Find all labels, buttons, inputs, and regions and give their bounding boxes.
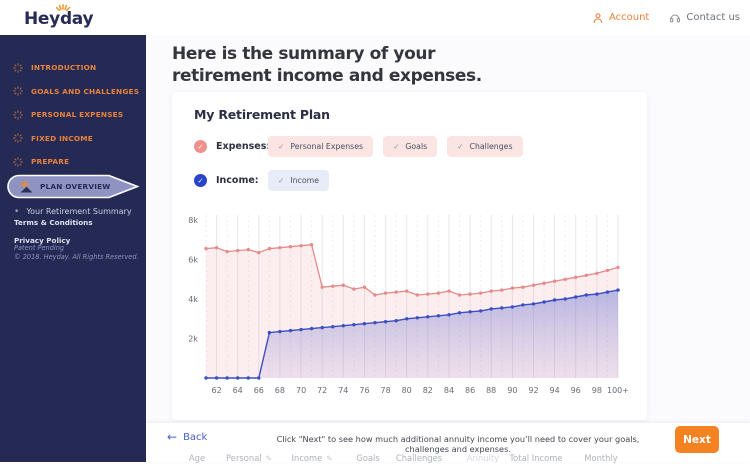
sidebar-fine-print: Patent Pending © 2018. Heyday. All Rights… xyxy=(14,244,139,261)
svg-text:72: 72 xyxy=(317,386,327,395)
sidebar-subitem-your-retirement-summary[interactable]: • Your Retirement Summary xyxy=(14,206,132,217)
sunburst-icon xyxy=(13,156,23,167)
svg-text:86: 86 xyxy=(465,386,475,395)
svg-text:76: 76 xyxy=(359,386,369,395)
svg-text:4k: 4k xyxy=(188,295,198,304)
svg-text:74: 74 xyxy=(338,386,348,395)
sunburst-icon xyxy=(13,86,23,97)
svg-text:82: 82 xyxy=(423,386,433,395)
sidebar-item-introduction[interactable]: INTRODUCTION xyxy=(0,56,146,80)
table-column-income[interactable]: Income ✎ xyxy=(291,453,333,463)
svg-text:94: 94 xyxy=(550,386,560,395)
svg-text:62: 62 xyxy=(212,386,222,395)
svg-text:68: 68 xyxy=(275,386,285,395)
filter-chip-challenges[interactable]: ✓ Challenges xyxy=(447,136,523,157)
svg-text:2k: 2k xyxy=(188,334,198,343)
footer-bar: ← Back Click "Next" to see how much addi… xyxy=(146,423,750,463)
svg-text:6k: 6k xyxy=(188,255,198,264)
check-icon: ✓ xyxy=(457,142,464,151)
svg-text:88: 88 xyxy=(486,386,496,395)
svg-text:96: 96 xyxy=(571,386,581,395)
income-check-icon: ✓ xyxy=(194,174,207,187)
svg-text:8k: 8k xyxy=(188,216,198,225)
back-button[interactable]: ← Back xyxy=(167,430,208,444)
table-column-monthly: Monthly xyxy=(584,453,618,463)
contact-us-label: Contact us xyxy=(686,12,740,23)
filter-chip-personal-expenses[interactable]: ✓ Personal Expenses xyxy=(268,136,374,157)
card-title: My Retirement Plan xyxy=(194,107,330,122)
svg-text:66: 66 xyxy=(254,386,264,395)
sidebar-item-prepare[interactable]: PREPARE xyxy=(0,150,146,174)
svg-text:92: 92 xyxy=(528,386,538,395)
sidebar-link-terms-conditions[interactable]: Terms & Conditions xyxy=(14,218,93,227)
page-title: Here is the summary of your retirement i… xyxy=(172,44,482,87)
table-column-age: Age xyxy=(188,453,206,463)
headset-icon xyxy=(670,14,681,22)
sidebar-item-plan-overview[interactable]: PLAN OVERVIEW xyxy=(6,174,140,199)
check-icon: ✓ xyxy=(278,176,285,185)
retirement-chart: 2k 4k 6k 8k 62 64 66 68 70 72 74 76 78 80 82 84 86 88 90 92… xyxy=(180,210,629,406)
filter-chip-income[interactable]: ✓ Income xyxy=(268,170,329,191)
pencil-icon: ✎ xyxy=(326,454,333,463)
svg-text:90: 90 xyxy=(507,386,517,395)
account-label: Account xyxy=(608,12,650,23)
sidebar-link-privacy-policy[interactable]: Privacy Policy xyxy=(14,236,71,245)
table-column-annuity: Annuity xyxy=(466,453,500,463)
back-arrow-icon: ← xyxy=(167,430,178,444)
sidebar-item-personal-expenses[interactable]: PERSONAL EXPENSES xyxy=(0,103,146,127)
svg-text:84: 84 xyxy=(444,386,454,395)
filter-chip-goals[interactable]: ✓ Goals xyxy=(383,136,438,157)
svg-text:98: 98 xyxy=(592,386,602,395)
expenses-label: Expenses: xyxy=(216,141,271,152)
income-legend-row: ✓ Income: ✓ Income xyxy=(194,170,329,191)
sunburst-icon xyxy=(13,62,23,73)
svg-text:78: 78 xyxy=(381,386,391,395)
income-label: Income: xyxy=(216,175,259,186)
active-pill-shape xyxy=(7,174,140,198)
table-column-personal[interactable]: Personal ✎ xyxy=(226,453,272,463)
check-icon: ✓ xyxy=(393,142,400,151)
main-content: Here is the summary of your retirement i… xyxy=(146,35,750,463)
svg-text:80: 80 xyxy=(402,386,412,395)
footer-instruction: Click "Next" to see how much additional … xyxy=(276,434,640,454)
logo-sunburst-icon xyxy=(55,4,71,11)
expenses-legend-row: ✓ Expenses: ✓ Personal Expenses ✓ Goals ✓ Cha… xyxy=(194,136,523,157)
heyday-logo: Heyday xyxy=(24,9,94,29)
account-button[interactable]: Account xyxy=(592,12,649,24)
table-column-goals: Goals xyxy=(356,453,380,463)
person-icon xyxy=(593,12,603,23)
sunrise-icon xyxy=(19,179,33,192)
top-header: Heyday Account Contact us xyxy=(0,0,750,35)
table-column-total-income: Total Income xyxy=(509,453,563,463)
pencil-icon: ✎ xyxy=(265,454,272,463)
sidebar-item-goals-and-challenges[interactable]: GOALS AND CHALLENGES xyxy=(0,80,146,104)
svg-text:100+: 100+ xyxy=(607,386,628,395)
contact-us-button[interactable]: Contact us xyxy=(669,12,740,24)
table-column-challenges: Challenges xyxy=(395,453,443,463)
bullet-icon: • xyxy=(14,206,20,217)
svg-text:64: 64 xyxy=(233,386,243,395)
sidebar: INTRODUCTION GOALS AND CHALLENGES PERSONAL… xyxy=(0,35,146,462)
sidebar-item-fixed-income[interactable]: FIXED INCOME xyxy=(0,127,146,151)
check-icon: ✓ xyxy=(278,142,285,151)
next-button[interactable]: Next xyxy=(675,426,719,453)
retirement-plan-card: My Retirement Plan ✓ Expenses: ✓ Personal… xyxy=(172,92,647,420)
sunburst-icon xyxy=(13,133,23,144)
sunburst-icon xyxy=(13,109,23,120)
expenses-check-icon: ✓ xyxy=(194,140,207,153)
svg-text:70: 70 xyxy=(296,386,306,395)
